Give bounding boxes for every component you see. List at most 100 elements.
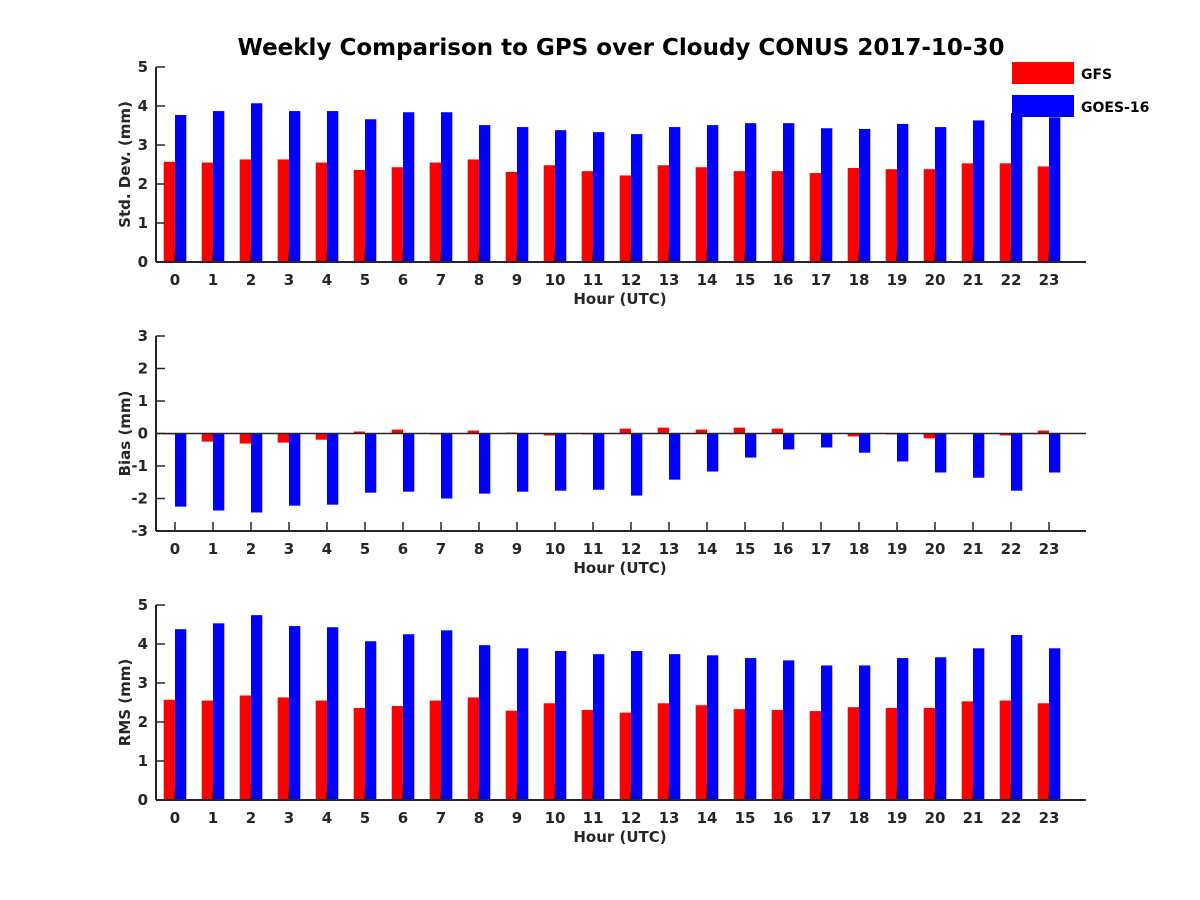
x-tick-label: 2 bbox=[246, 271, 256, 289]
bar-goes-16-hour-13 bbox=[669, 654, 681, 800]
bar-goes-16-hour-10 bbox=[555, 651, 567, 800]
bar-gfs-hour-22 bbox=[999, 700, 1011, 800]
x-tick-label: 0 bbox=[170, 540, 180, 558]
x-tick-label: 12 bbox=[621, 809, 642, 827]
bar-gfs-hour-16 bbox=[771, 709, 783, 800]
x-tick-label: 0 bbox=[170, 271, 180, 289]
bar-goes-16-hour-14 bbox=[707, 655, 719, 800]
bar-goes-16-hour-15 bbox=[745, 433, 757, 458]
bar-goes-16-hour-8 bbox=[479, 125, 491, 262]
bar-gfs-hour-12 bbox=[619, 428, 631, 434]
x-tick-label: 16 bbox=[773, 809, 794, 827]
x-axis-label: Hour (UTC) bbox=[573, 828, 666, 846]
bar-goes-16-hour-9 bbox=[517, 127, 529, 262]
bar-gfs-hour-16 bbox=[771, 428, 783, 434]
x-tick-label: 7 bbox=[436, 540, 446, 558]
bar-gfs-hour-3 bbox=[277, 433, 289, 443]
x-tick-label: 18 bbox=[849, 271, 870, 289]
bar-gfs-hour-20 bbox=[923, 707, 935, 800]
bar-gfs-hour-11 bbox=[581, 709, 593, 800]
x-tick-label: 6 bbox=[398, 809, 408, 827]
bar-goes-16-hour-18 bbox=[859, 433, 871, 453]
bar-gfs-hour-6 bbox=[391, 706, 403, 800]
x-tick-label: 21 bbox=[963, 540, 984, 558]
bar-goes-16-hour-17 bbox=[821, 433, 833, 448]
bar-gfs-hour-17 bbox=[809, 173, 821, 262]
bar-goes-16-hour-5 bbox=[365, 433, 377, 493]
bar-goes-16-hour-9 bbox=[517, 433, 529, 492]
y-tick-label: -2 bbox=[131, 490, 148, 508]
bar-gfs-hour-10 bbox=[543, 433, 555, 436]
y-tick-label: 3 bbox=[138, 327, 148, 345]
bar-goes-16-hour-17 bbox=[821, 128, 833, 262]
x-tick-label: 0 bbox=[170, 809, 180, 827]
x-tick-label: 23 bbox=[1039, 540, 1060, 558]
x-tick-label: 3 bbox=[284, 809, 294, 827]
x-tick-label: 5 bbox=[360, 540, 370, 558]
x-tick-label: 2 bbox=[246, 540, 256, 558]
legend-swatch-gfs bbox=[1012, 62, 1074, 84]
bar-goes-16-hour-0 bbox=[175, 433, 187, 507]
y-tick-label: 3 bbox=[138, 674, 148, 692]
bar-goes-16-hour-23 bbox=[1049, 117, 1061, 262]
bar-goes-16-hour-22 bbox=[1011, 113, 1023, 263]
bar-goes-16-hour-4 bbox=[327, 627, 339, 800]
bar-gfs-hour-21 bbox=[961, 701, 973, 800]
bar-gfs-hour-12 bbox=[619, 712, 631, 800]
x-tick-label: 11 bbox=[583, 809, 604, 827]
bar-gfs-hour-19 bbox=[885, 707, 897, 800]
bar-goes-16-hour-6 bbox=[403, 112, 415, 263]
x-tick-label: 11 bbox=[583, 540, 604, 558]
legend-swatch-goes-16 bbox=[1012, 95, 1074, 117]
y-tick-label: 1 bbox=[138, 392, 148, 410]
x-tick-label: 22 bbox=[1001, 271, 1022, 289]
bar-gfs-hour-10 bbox=[543, 703, 555, 800]
bar-goes-16-hour-19 bbox=[897, 433, 909, 462]
x-tick-label: 4 bbox=[322, 540, 332, 558]
x-tick-label: 5 bbox=[360, 809, 370, 827]
bar-goes-16-hour-0 bbox=[175, 629, 187, 800]
bar-goes-16-hour-12 bbox=[631, 134, 643, 262]
bar-gfs-hour-18 bbox=[847, 433, 859, 437]
bar-gfs-hour-4 bbox=[315, 700, 327, 800]
bar-goes-16-hour-20 bbox=[935, 657, 947, 800]
x-tick-label: 9 bbox=[512, 540, 522, 558]
x-tick-label: 18 bbox=[849, 809, 870, 827]
x-tick-label: 14 bbox=[697, 540, 718, 558]
x-tick-label: 21 bbox=[963, 809, 984, 827]
bar-goes-16-hour-1 bbox=[213, 111, 225, 262]
y-tick-label: 1 bbox=[138, 214, 148, 232]
bar-goes-16-hour-18 bbox=[859, 665, 871, 800]
bar-gfs-hour-1 bbox=[201, 700, 213, 800]
x-axis-label: Hour (UTC) bbox=[573, 559, 666, 577]
bar-goes-16-hour-10 bbox=[555, 130, 567, 262]
x-tick-label: 13 bbox=[659, 271, 680, 289]
bar-goes-16-hour-11 bbox=[593, 132, 605, 262]
x-tick-label: 4 bbox=[322, 271, 332, 289]
bar-gfs-hour-7 bbox=[429, 162, 441, 262]
x-tick-label: 2 bbox=[246, 809, 256, 827]
bar-goes-16-hour-2 bbox=[251, 615, 263, 800]
bar-gfs-hour-15 bbox=[733, 709, 745, 800]
x-tick-label: 6 bbox=[398, 271, 408, 289]
y-axis-label: RMS (mm) bbox=[116, 659, 134, 746]
x-tick-label: 9 bbox=[512, 809, 522, 827]
x-tick-label: 19 bbox=[887, 809, 908, 827]
x-tick-label: 8 bbox=[474, 540, 484, 558]
y-axis-label: Bias (mm) bbox=[116, 391, 134, 477]
bar-gfs-hour-2 bbox=[239, 433, 251, 444]
x-tick-label: 19 bbox=[887, 540, 908, 558]
x-tick-label: 20 bbox=[925, 809, 946, 827]
x-tick-label: 22 bbox=[1001, 540, 1022, 558]
legend-label-gfs: GFS bbox=[1081, 67, 1112, 83]
bar-gfs-hour-0 bbox=[163, 161, 175, 262]
bar-gfs-hour-9 bbox=[505, 171, 517, 262]
x-tick-label: 5 bbox=[360, 271, 370, 289]
bar-gfs-hour-6 bbox=[391, 167, 403, 262]
bar-gfs-hour-4 bbox=[315, 162, 327, 262]
x-tick-label: 15 bbox=[735, 809, 756, 827]
x-tick-label: 11 bbox=[583, 271, 604, 289]
bar-goes-16-hour-19 bbox=[897, 658, 909, 800]
